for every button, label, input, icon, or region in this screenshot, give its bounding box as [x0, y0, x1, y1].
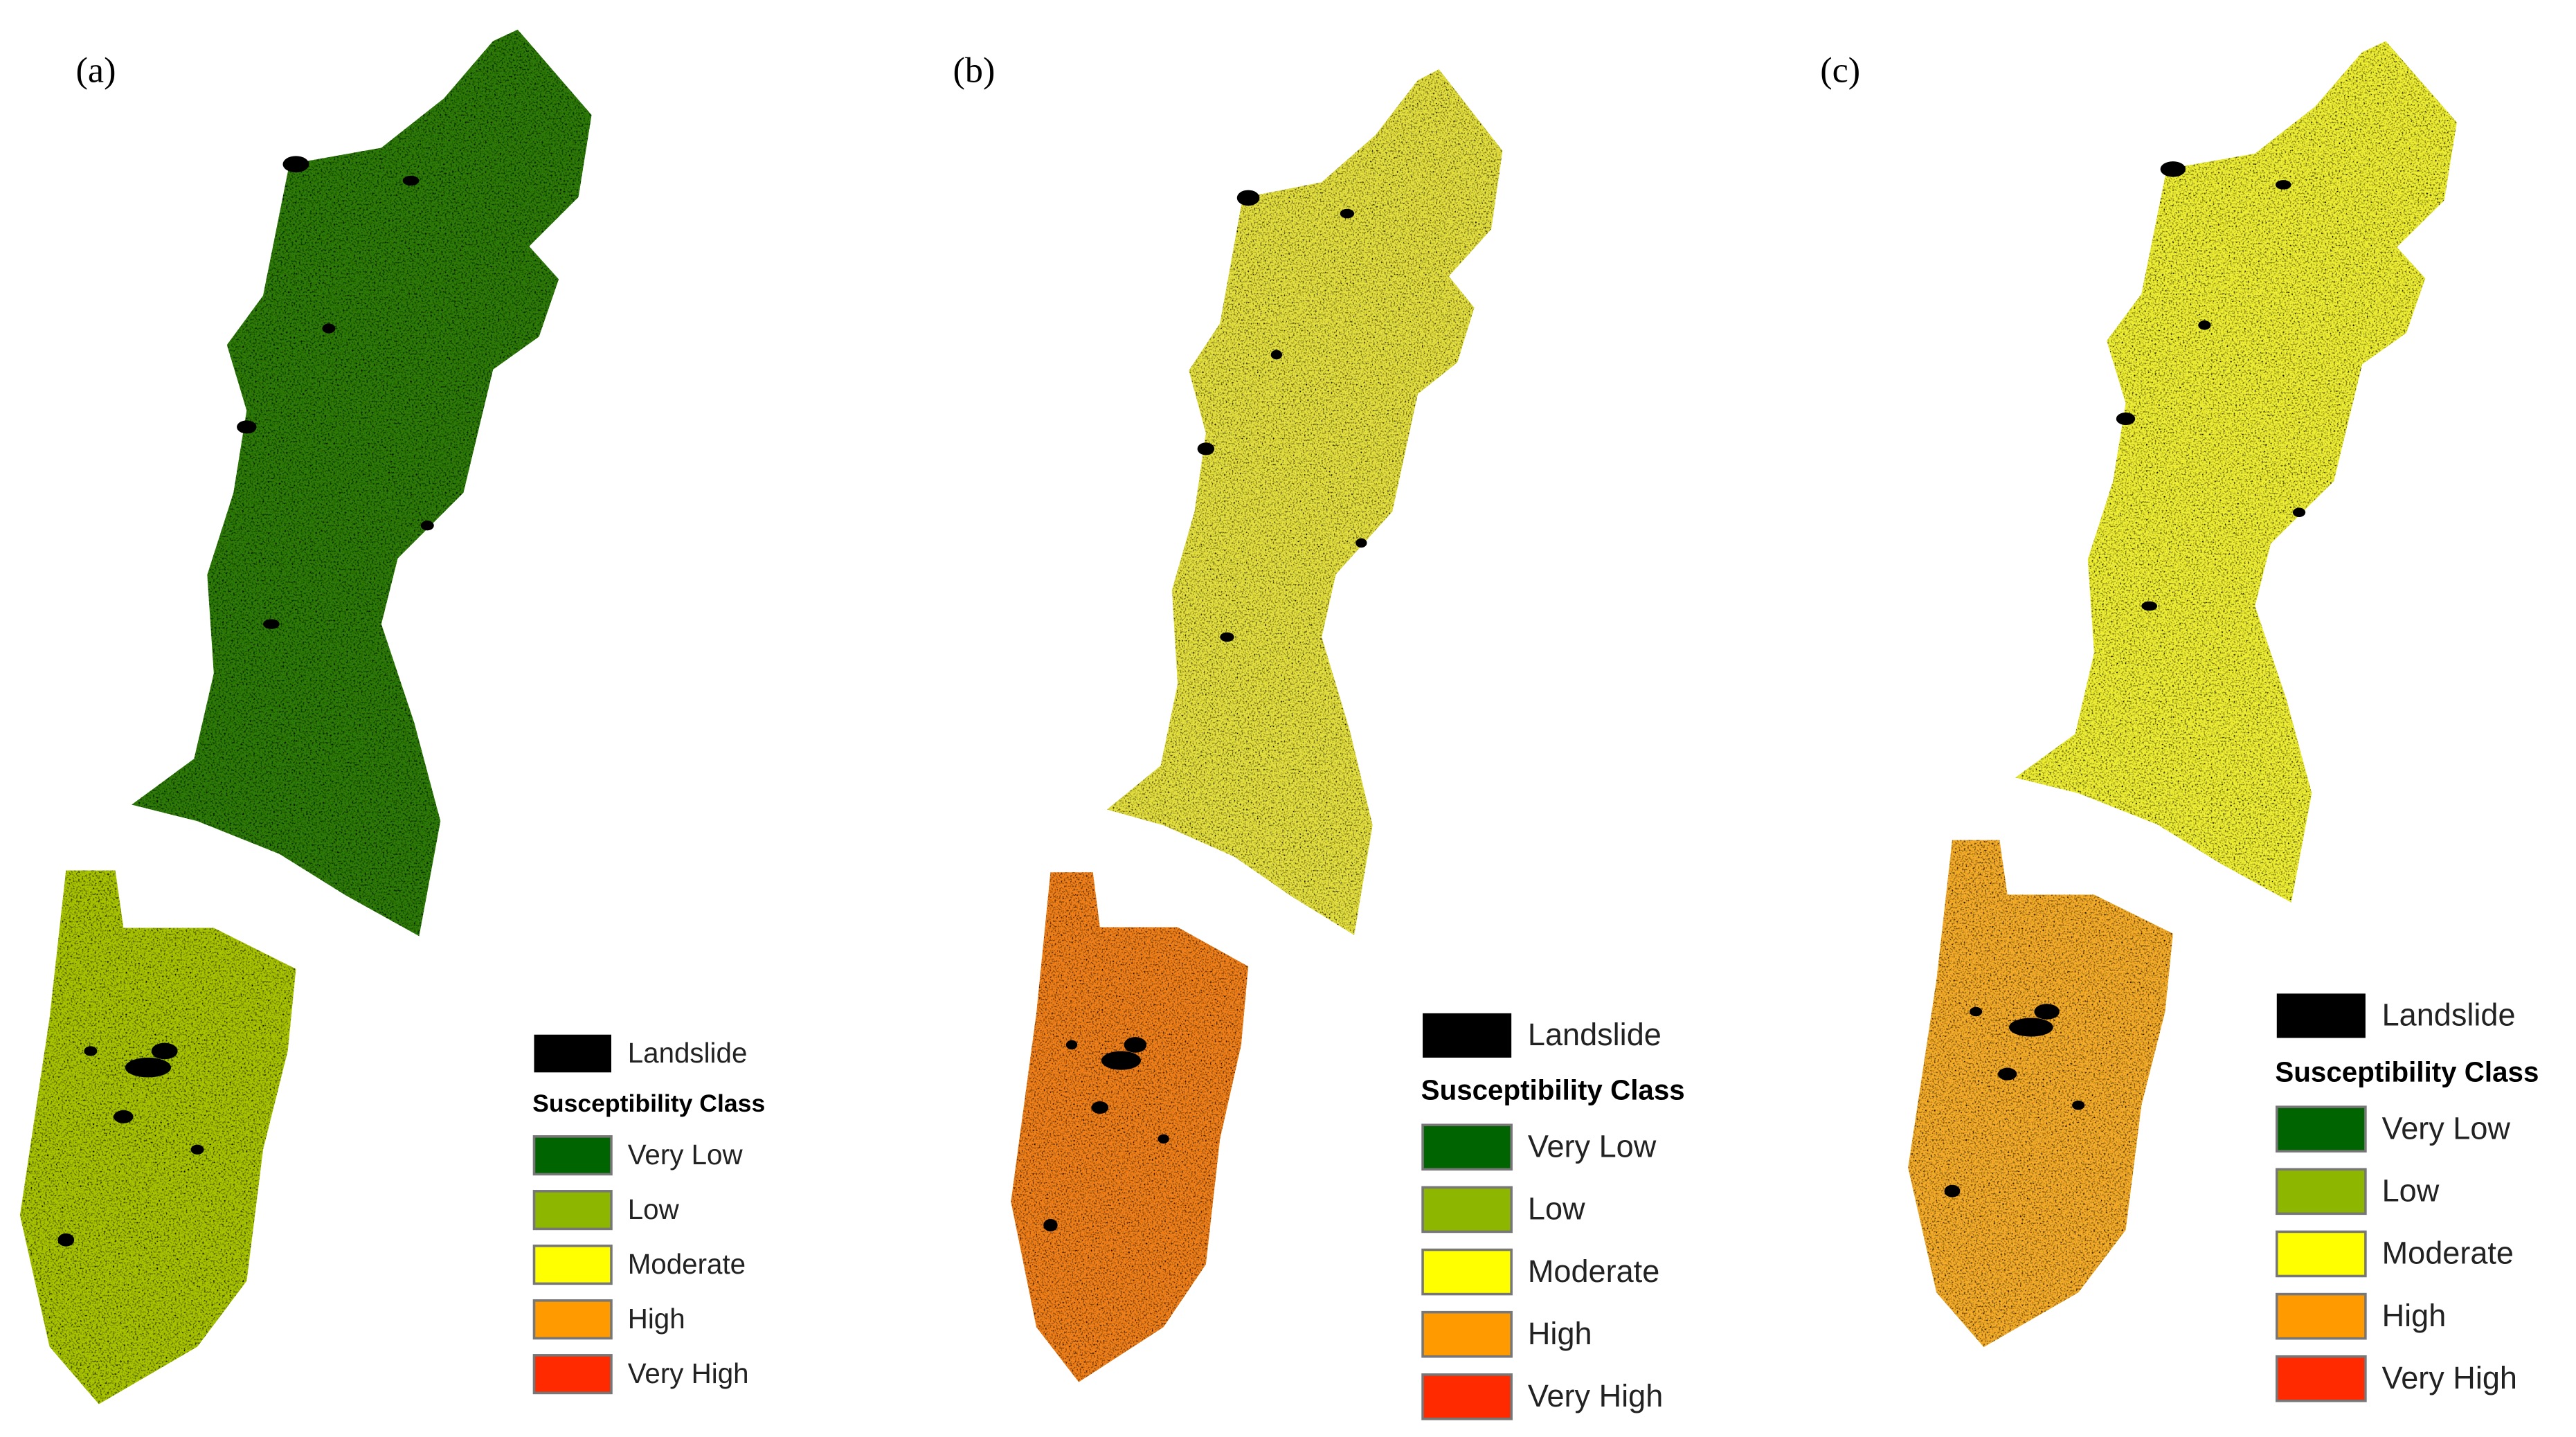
- panel: (a) Landslide Susceptibility Class Very Low…: [19, 29, 765, 1404]
- legend-swatch: [2276, 1355, 2367, 1402]
- landslide-area: [1970, 1006, 1983, 1017]
- legend-label: Very Low: [1528, 1129, 1657, 1164]
- legend-swatch: [1421, 1310, 1513, 1358]
- panel-label: (b): [953, 51, 995, 91]
- landslide-area: [1236, 190, 1260, 206]
- landslide-area: [1065, 1040, 1078, 1050]
- legend-label: Low: [628, 1193, 680, 1225]
- landslide-area: [2116, 412, 2136, 426]
- landslide-area: [1220, 632, 1234, 642]
- legend-title: Susceptibility Class: [1421, 1074, 1685, 1105]
- landslide-area: [420, 521, 434, 531]
- legend-label: Moderate: [2382, 1236, 2514, 1271]
- landslide-area: [1944, 1184, 1961, 1198]
- panel: (b) Landslide Susceptibility Class Very Low…: [953, 51, 1685, 1420]
- legend-label: Very High: [1528, 1378, 1663, 1413]
- legend: Landslide Susceptibility Class Very Low Low…: [1421, 1013, 1685, 1420]
- landslide-area: [151, 1042, 178, 1060]
- landslide-area: [322, 323, 336, 334]
- region-south: [19, 870, 296, 1404]
- map: [1011, 69, 1503, 1382]
- legend-swatch: [1421, 1248, 1513, 1296]
- legend-label: High: [2382, 1298, 2447, 1333]
- landslide-area: [1197, 442, 1215, 455]
- legend-label: Very Low: [2382, 1110, 2511, 1146]
- legend-swatch: [2276, 1292, 2367, 1340]
- legend-label: Low: [1528, 1191, 1585, 1227]
- landslide-area: [2072, 1100, 2085, 1110]
- legend-label: High: [1528, 1316, 1592, 1351]
- legend-swatch: [2276, 993, 2366, 1038]
- landslide-area: [114, 1110, 134, 1123]
- panel-label: (a): [76, 51, 116, 91]
- landslide-area: [2034, 1004, 2060, 1020]
- legend-swatch: [2276, 1230, 2367, 1278]
- landslide-area: [2275, 180, 2291, 190]
- legend-label: Landslide: [628, 1037, 748, 1069]
- landslide-area: [263, 619, 280, 629]
- landslide-area: [2141, 601, 2158, 611]
- legend-label: Very High: [628, 1357, 749, 1389]
- landslide-area: [1043, 1218, 1058, 1232]
- legend-label: Low: [2382, 1173, 2440, 1209]
- legend-label: Very High: [2382, 1360, 2517, 1395]
- landslide-area: [190, 1144, 204, 1155]
- landslide-area: [2160, 161, 2186, 177]
- region-north: [132, 29, 592, 937]
- legend-label: Moderate: [628, 1248, 746, 1280]
- landslide-area: [57, 1233, 75, 1247]
- legend-swatch: [532, 1354, 613, 1395]
- legend-label: Landslide: [2382, 997, 2516, 1033]
- legend-swatch: [1421, 1186, 1513, 1233]
- region-south: [1908, 840, 2173, 1348]
- landslide-area: [237, 420, 257, 434]
- landslide-area: [84, 1046, 98, 1056]
- legend-title: Susceptibility Class: [2275, 1056, 2539, 1087]
- panel-label: (c): [1820, 51, 1860, 91]
- landslide-area: [282, 156, 309, 173]
- legend-swatch: [532, 1190, 613, 1231]
- landslide-area: [1998, 1067, 2017, 1081]
- region-south: [1011, 872, 1249, 1382]
- legend-label: High: [628, 1303, 685, 1335]
- legend-label: Very Low: [628, 1139, 744, 1171]
- legend-swatch: [532, 1135, 613, 1176]
- legend-swatch: [1423, 1013, 1512, 1058]
- map: [1908, 41, 2457, 1348]
- legend-label: Moderate: [1528, 1254, 1659, 1289]
- landslide-area: [1124, 1037, 1147, 1053]
- landslide-area: [402, 175, 420, 186]
- landslide-area: [1355, 538, 1367, 548]
- legend-title: Susceptibility Class: [532, 1090, 765, 1117]
- legend-swatch: [2276, 1105, 2367, 1153]
- legend: Landslide Susceptibility Class Very Low Low…: [2275, 993, 2539, 1402]
- landslide-area: [1158, 1134, 1169, 1144]
- legend-swatch: [1421, 1123, 1513, 1171]
- landslide-area: [1340, 208, 1355, 219]
- region-north: [1107, 69, 1503, 935]
- landslide-area: [1091, 1101, 1109, 1114]
- landslide-area: [125, 1057, 172, 1078]
- legend-swatch: [2276, 1168, 2367, 1215]
- legend-swatch: [532, 1299, 613, 1340]
- panel: (c) Landslide Susceptibility Class Very Low…: [1820, 41, 2539, 1402]
- landslide-area: [1270, 350, 1283, 360]
- landslide-area: [1101, 1051, 1142, 1070]
- map: [19, 29, 592, 1404]
- landslide-area: [2292, 507, 2306, 518]
- legend-label: Landslide: [1528, 1017, 1661, 1052]
- legend-swatch: [534, 1034, 612, 1073]
- landslide-area: [2198, 320, 2211, 330]
- legend: Landslide Susceptibility Class Very Low Low…: [532, 1034, 765, 1395]
- landslide-area: [2008, 1018, 2053, 1037]
- legend-swatch: [532, 1245, 613, 1285]
- region-north: [2015, 41, 2457, 903]
- legend-swatch: [1421, 1373, 1513, 1420]
